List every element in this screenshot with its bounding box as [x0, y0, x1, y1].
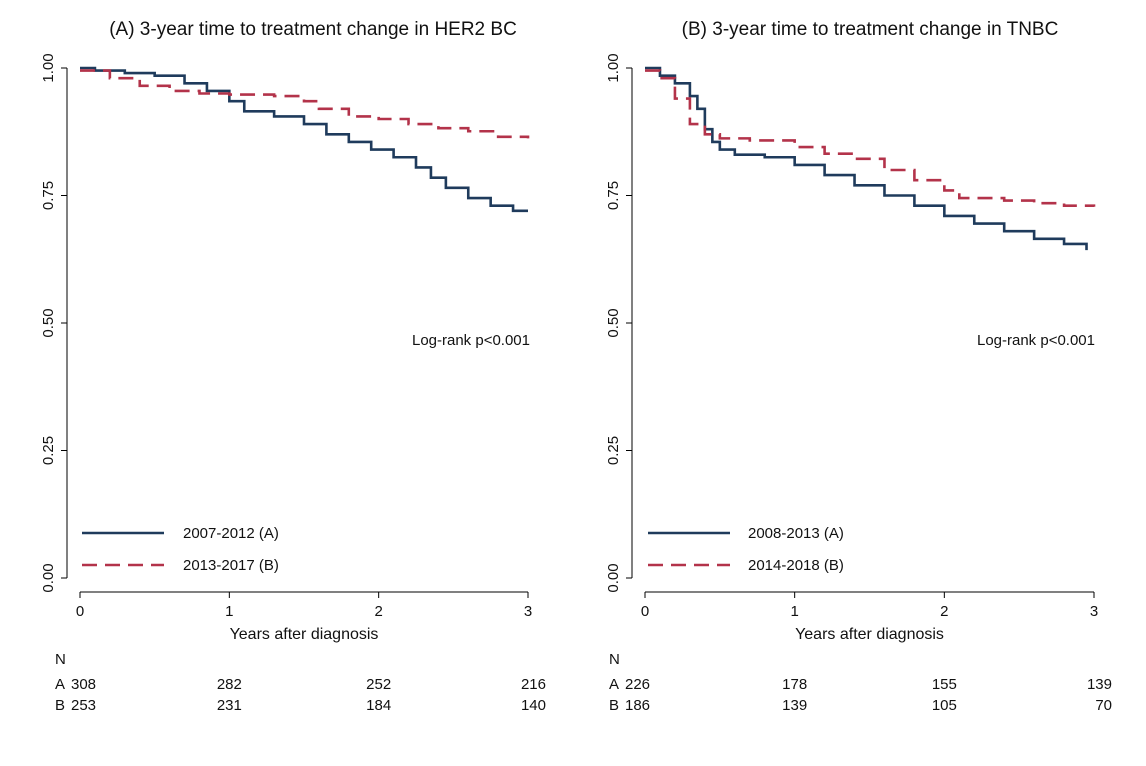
risk-value-a: 231: [217, 697, 242, 714]
x-tick-label-a: 1: [225, 603, 233, 620]
chart-title-a: (A) 3-year time to treatment change in H…: [109, 19, 517, 40]
y-tick-label-a: 1.00: [40, 53, 57, 82]
y-tick-label-a: 0.50: [40, 308, 57, 337]
x-tick-label-a: 2: [374, 603, 382, 620]
risk-row-label-a: B: [55, 697, 65, 714]
risk-value-b: 70: [1095, 697, 1112, 714]
y-tick-label-b: 0.75: [605, 181, 622, 210]
series-line-a-a: [80, 66, 528, 213]
chart-title-b: (B) 3-year time to treatment change in T…: [682, 19, 1059, 40]
x-tick-label-b: 3: [1090, 603, 1098, 620]
legend-label-b-a: 2008-2013 (A): [748, 525, 844, 542]
x-tick-label-b: 1: [790, 603, 798, 620]
panel-b: (B) 3-year time to treatment change in T…: [605, 19, 1112, 714]
logrank-annotation-a: Log-rank p<0.001: [412, 332, 530, 349]
risk-row-label-a: A: [55, 676, 65, 693]
y-tick-label-b: 0.00: [605, 563, 622, 592]
x-tick-label-a: 3: [524, 603, 532, 620]
risk-value-a: 216: [521, 676, 546, 693]
x-tick-label-b: 2: [940, 603, 948, 620]
y-tick-label-a: 0.25: [40, 436, 57, 465]
y-tick-label-b: 1.00: [605, 53, 622, 82]
risk-value-b: 178: [782, 676, 807, 693]
series-line-b-a: [645, 66, 1088, 251]
legend-label-b-b: 2014-2018 (B): [748, 557, 844, 574]
risk-value-a: 308: [71, 676, 96, 693]
legend-label-a-b: 2013-2017 (B): [183, 557, 279, 574]
risk-value-a: 184: [366, 697, 391, 714]
risk-table-header-a: N: [55, 651, 66, 668]
risk-value-b: 226: [625, 676, 650, 693]
risk-value-b: 139: [782, 697, 807, 714]
logrank-annotation-b: Log-rank p<0.001: [977, 332, 1095, 349]
x-tick-label-a: 0: [76, 603, 84, 620]
x-axis-label-a: Years after diagnosis: [230, 626, 379, 643]
risk-value-a: 282: [217, 676, 242, 693]
risk-row-label-b: B: [609, 697, 619, 714]
risk-value-b: 155: [932, 676, 957, 693]
y-tick-label-b: 0.25: [605, 436, 622, 465]
risk-row-label-b: A: [609, 676, 619, 693]
y-tick-label-a: 0.00: [40, 563, 57, 592]
x-axis-label-b: Years after diagnosis: [795, 626, 944, 643]
risk-value-a: 140: [521, 697, 546, 714]
risk-value-a: 253: [71, 697, 96, 714]
risk-table-header-b: N: [609, 651, 620, 668]
series-line-a-b: [80, 69, 530, 139]
risk-value-b: 139: [1087, 676, 1112, 693]
risk-value-b: 105: [932, 697, 957, 714]
y-tick-label-b: 0.50: [605, 308, 622, 337]
legend-label-a-a: 2007-2012 (A): [183, 525, 279, 542]
x-tick-label-b: 0: [641, 603, 649, 620]
panel-a: (A) 3-year time to treatment change in H…: [40, 19, 546, 714]
risk-value-b: 186: [625, 697, 650, 714]
risk-value-a: 252: [366, 676, 391, 693]
y-tick-label-a: 0.75: [40, 181, 57, 210]
